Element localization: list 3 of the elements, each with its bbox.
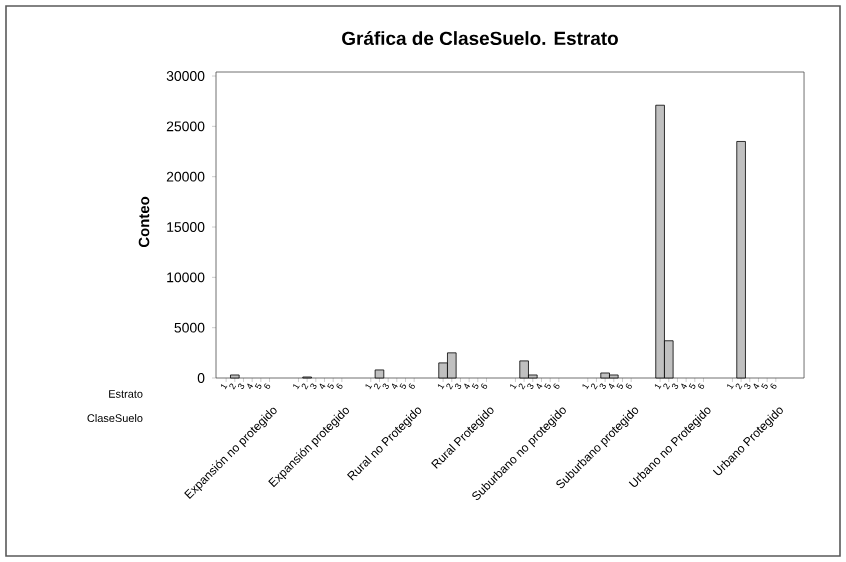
bar bbox=[736, 141, 746, 379]
chart-title: Gráfica de ClaseSuelo. Estrato bbox=[342, 30, 618, 46]
bar bbox=[374, 369, 385, 379]
